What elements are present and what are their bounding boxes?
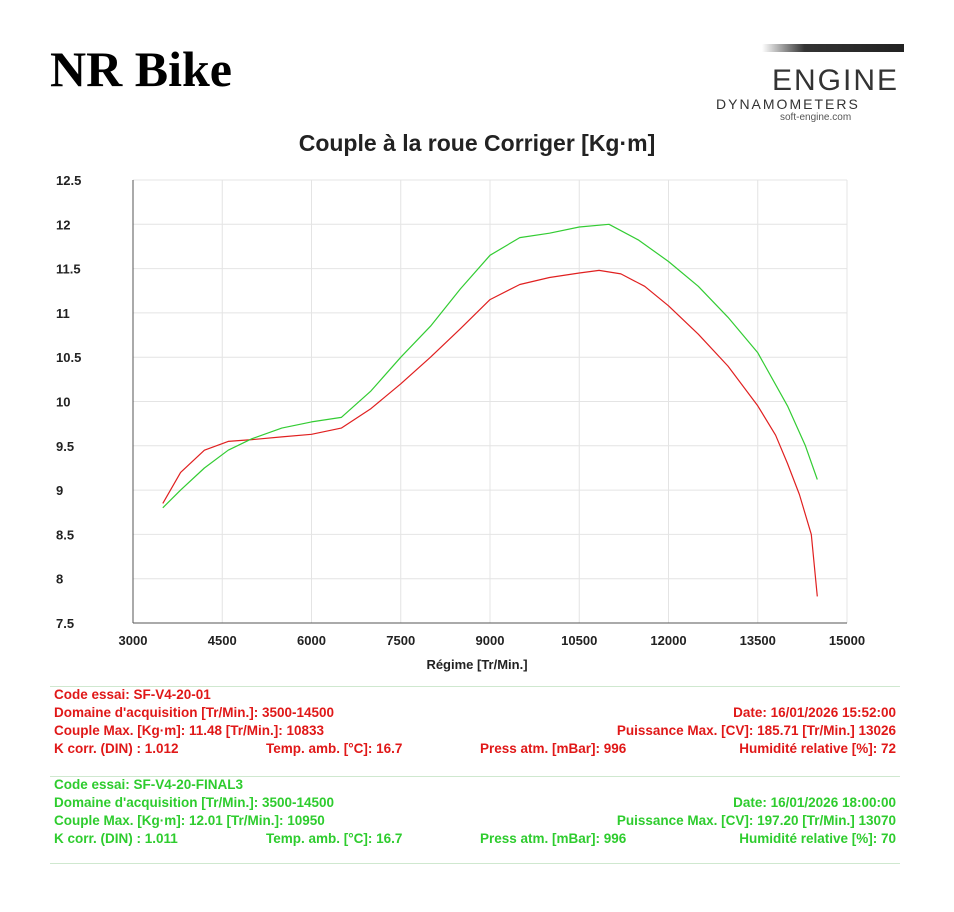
run-info-green: Code essai: SF-V4-20-FINAL3 Domaine d'ac… <box>50 776 900 864</box>
x-tick-label: 3000 <box>119 633 148 648</box>
y-tick-label: 8 <box>56 572 63 587</box>
run-date: Date: 16/01/2026 18:00:00 <box>733 795 896 810</box>
run-domain: Domaine d'acquisition [Tr/Min.]: 3500-14… <box>54 705 335 720</box>
run-kcorr: K corr. (DIN) : 1.011 <box>54 831 178 846</box>
run-domain: Domaine d'acquisition [Tr/Min.]: 3500-14… <box>54 795 335 810</box>
y-tick-label: 7.5 <box>56 616 74 631</box>
y-tick-label: 9.5 <box>56 439 74 454</box>
y-tick-label: 10.5 <box>56 350 81 365</box>
run-torque-max: Couple Max. [Kg·m]: 11.48 [Tr/Min.]: 108… <box>54 723 325 738</box>
x-tick-label: 9000 <box>476 633 505 648</box>
run-press: Press atm. [mBar]: 996 <box>480 831 627 846</box>
logo-subtitle: DYNAMOMETERS <box>716 96 860 112</box>
run-humidity: Humidité relative [%]: 72 <box>739 741 896 756</box>
x-tick-label: 7500 <box>386 633 415 648</box>
y-tick-label: 11 <box>56 306 70 321</box>
y-tick-label: 12.5 <box>56 173 81 188</box>
run-code: Code essai: SF-V4-20-FINAL3 <box>54 777 244 792</box>
torque-chart: 3000 4500 6000 7500 9000 10500 12000 13500 15000… <box>56 173 865 648</box>
run-temp: Temp. amb. [°C]: 16.7 <box>266 741 403 756</box>
run-code: Code essai: SF-V4-20-01 <box>54 687 211 702</box>
chart-title: Couple à la roue Corriger [Kg·m] <box>298 130 656 156</box>
x-tick-label: 12000 <box>650 633 686 648</box>
run-humidity: Humidité relative [%]: 70 <box>739 831 896 846</box>
brand-title: NR Bike <box>50 41 232 97</box>
axes: 3000 4500 6000 7500 9000 10500 12000 13500 15000… <box>56 173 865 648</box>
y-tick-label: 10 <box>56 395 70 410</box>
run-power-max: Puissance Max. [CV]: 185.71 [Tr/Min.] 13… <box>616 723 896 738</box>
x-tick-label: 4500 <box>208 633 237 648</box>
run-temp: Temp. amb. [°C]: 16.7 <box>266 831 403 846</box>
run-power-max: Puissance Max. [CV]: 197.20 [Tr/Min.] 13… <box>616 813 896 828</box>
run-torque-max: Couple Max. [Kg·m]: 12.01 [Tr/Min.]: 109… <box>54 813 325 828</box>
x-tick-label: 10500 <box>561 633 597 648</box>
run-info-red: Code essai: SF-V4-20-01 Domaine d'acquis… <box>50 686 900 763</box>
y-tick-label: 8.5 <box>56 527 74 542</box>
grid <box>132 179 848 624</box>
run-kcorr: K corr. (DIN) : 1.012 <box>54 741 179 756</box>
series-line-1 <box>162 269 818 597</box>
logo-url: soft-engine.com <box>780 112 852 123</box>
y-tick-label: 12 <box>56 217 70 232</box>
logo-bar <box>762 44 904 52</box>
run-press: Press atm. [mBar]: 996 <box>480 741 627 756</box>
series-layer <box>162 223 818 597</box>
y-tick-label: 9 <box>56 483 63 498</box>
run-date: Date: 16/01/2026 15:52:00 <box>733 705 896 720</box>
logo-word: ENGINE <box>772 64 900 97</box>
dyno-logo: ENGINE DYNAMOMETERS soft-engine.com <box>712 44 912 126</box>
x-tick-label: 15000 <box>829 633 865 648</box>
x-axis-label: Régime [Tr/Min.] <box>426 657 528 672</box>
y-tick-label: 11.5 <box>56 262 81 277</box>
x-tick-label: 13500 <box>740 633 776 648</box>
x-tick-label: 6000 <box>297 633 326 648</box>
series-line-2 <box>162 223 818 509</box>
